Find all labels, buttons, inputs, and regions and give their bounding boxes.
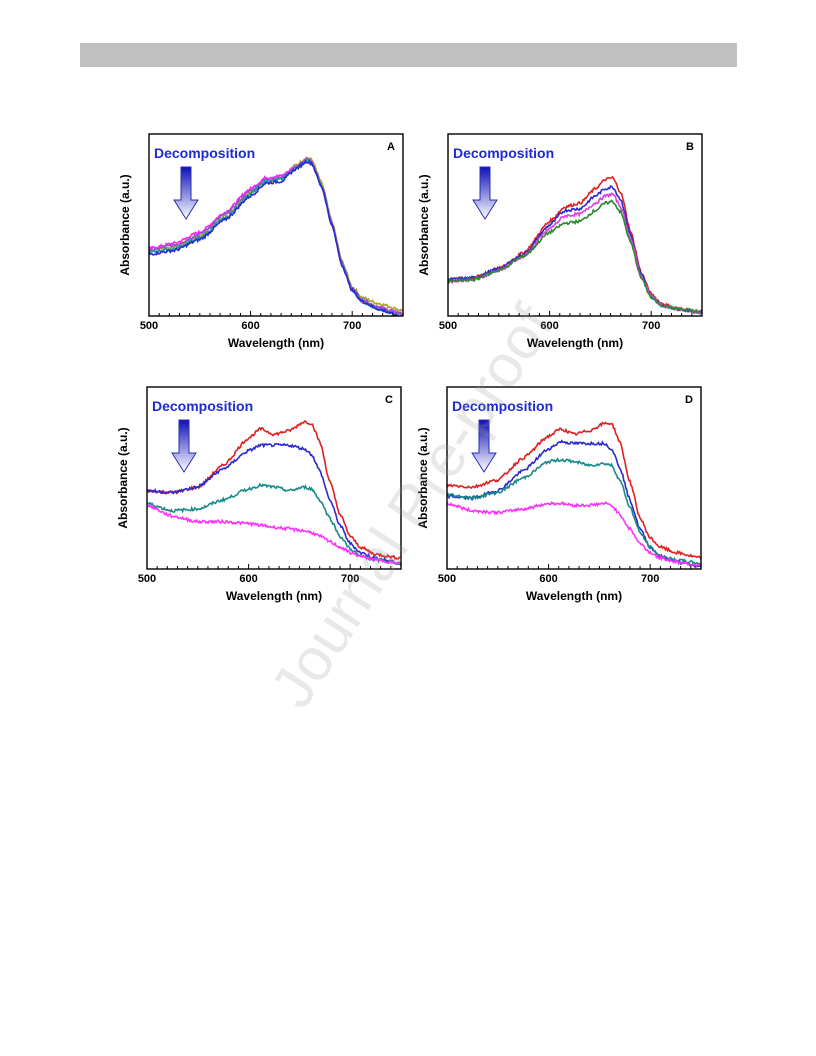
y-axis-label: Absorbance (a.u.) [118,174,132,275]
down-arrow-icon [471,419,497,473]
x-tick-label: 600 [239,573,257,585]
annotation-text: Decomposition [152,398,253,414]
chart-svg: 500 600 700 Wavelength (nm) Absorbance (a.u.… [417,133,703,350]
annotation-text: Decomposition [452,398,553,414]
panel-label: B [686,141,694,153]
series-line [147,503,401,566]
panel-label: C [385,394,393,406]
x-axis-label: Wavelength (nm) [228,336,324,350]
plot-frame [148,133,404,317]
x-tick-label: 500 [439,320,457,332]
panel-label: A [387,141,395,153]
down-arrow-icon [173,166,199,220]
x-tick-label: 500 [140,320,158,332]
chart-panel-b: 500 600 700 Wavelength (nm) Absorbance (a.u.… [412,124,712,364]
series-line [149,159,401,316]
down-arrow-icon [472,166,498,220]
x-tick-label: 700 [343,320,361,332]
x-tick-label: 600 [539,573,557,585]
chart-panel-a: 500 600 700 Wavelength (nm) Absorbance (a.u.… [113,124,413,364]
chart-panel-d: 500 600 700 Wavelength (nm) Absorbance (a.u.… [411,377,711,617]
series-line [447,421,701,560]
chart-svg: 500 600 700 Wavelength (nm) Absorbance (a.u.… [116,386,402,603]
series-line [147,442,401,565]
annotation-text: Decomposition [154,145,255,161]
x-axis-label: Wavelength (nm) [527,336,623,350]
series-line [448,199,702,315]
x-axis-label: Wavelength (nm) [226,589,322,603]
plot-frame [447,133,703,317]
x-axis-label: Wavelength (nm) [526,589,622,603]
y-axis-label: Absorbance (a.u.) [417,174,431,275]
y-axis-label: Absorbance (a.u.) [116,427,130,528]
chart-svg: 500 600 700 Wavelength (nm) Absorbance (a.u.… [416,386,702,603]
x-tick-label: 700 [341,573,359,585]
panel-label: D [685,394,693,406]
series-line [448,192,702,315]
series-line [447,457,701,566]
series-line [447,501,701,567]
down-arrow-icon [171,419,197,473]
plot-frame [446,386,702,570]
y-axis-label: Absorbance (a.u.) [416,427,430,528]
series-line [149,158,401,316]
header-bar [80,43,737,67]
x-tick-label: 700 [642,320,660,332]
x-tick-label: 500 [138,573,156,585]
x-tick-label: 600 [241,320,259,332]
x-tick-label: 700 [641,573,659,585]
chart-panel-c: 500 600 700 Wavelength (nm) Absorbance (a.u.… [111,377,411,617]
x-tick-label: 600 [540,320,558,332]
chart-svg: 500 600 700 Wavelength (nm) Absorbance (a.u.… [118,133,404,350]
plot-frame [146,386,402,570]
x-tick-label: 500 [438,573,456,585]
annotation-text: Decomposition [453,145,554,161]
